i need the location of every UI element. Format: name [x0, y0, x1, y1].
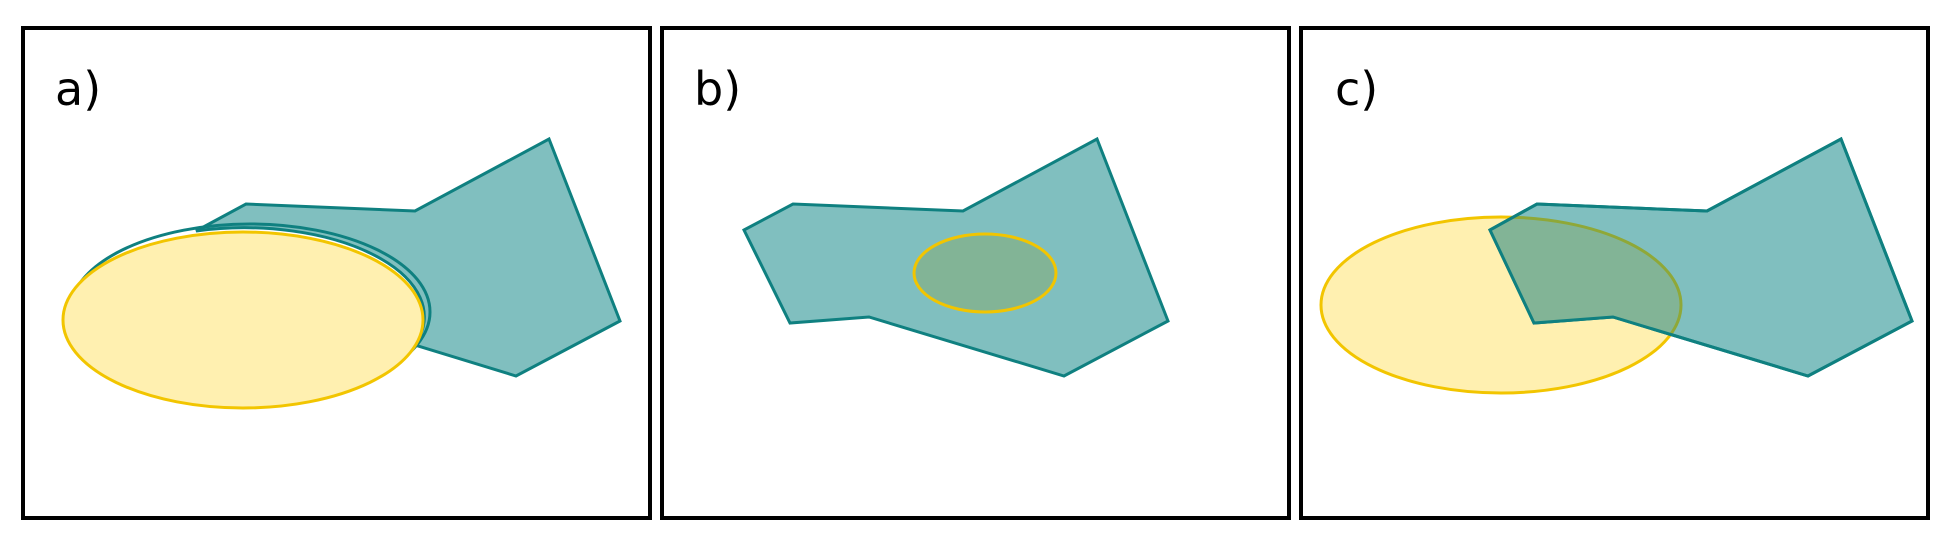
panel-c-polygon-outline [1488, 136, 1914, 378]
panel-a-ellipse [61, 230, 425, 410]
panel-b-ellipse [912, 232, 1058, 314]
panel-c: c) [1299, 26, 1930, 520]
panel-a-label: a) [55, 62, 101, 116]
panel-a: a) [21, 26, 652, 520]
panel-c-label: c) [1335, 62, 1378, 116]
panel-b: b) [660, 26, 1291, 520]
panel-b-label: b) [694, 62, 741, 116]
